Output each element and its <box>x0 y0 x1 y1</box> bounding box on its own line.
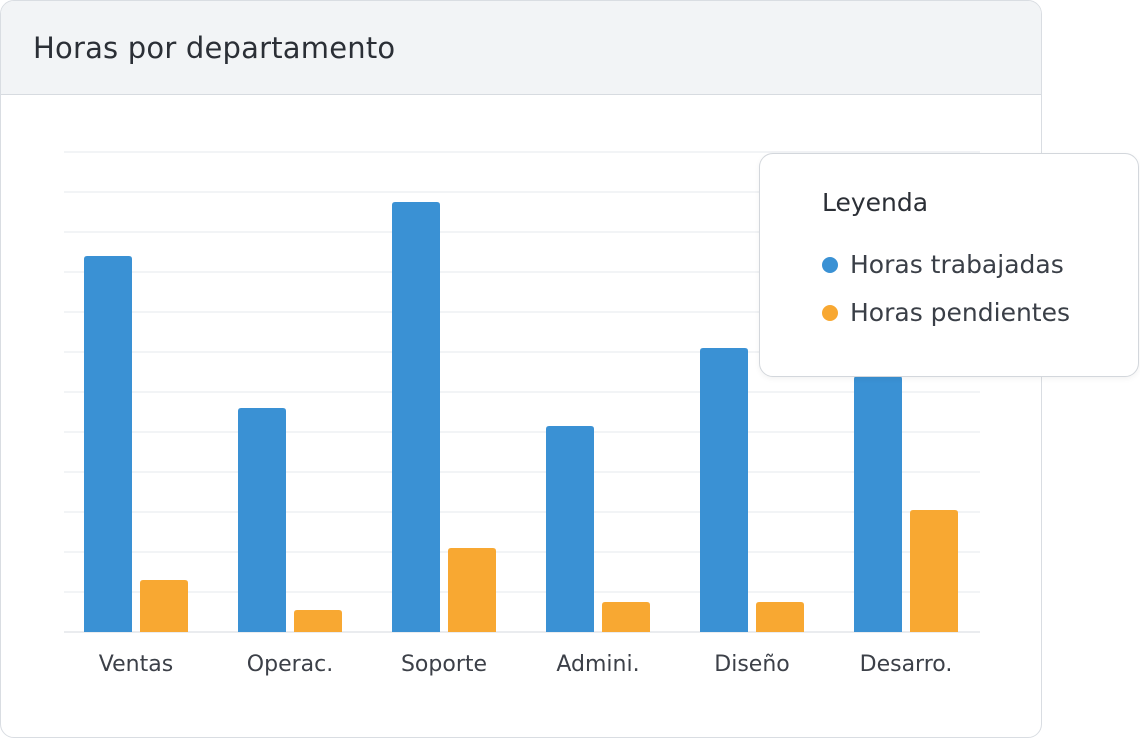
x-tick-label: Admini. <box>556 652 639 677</box>
bar-horas-pendientes <box>756 602 804 632</box>
bar-horas-pendientes <box>140 580 188 632</box>
bar-horas-pendientes <box>294 610 342 632</box>
legend-panel: Leyenda Horas trabajadas Horas pendiente… <box>759 153 1139 377</box>
bar-horas-pendientes <box>910 510 958 632</box>
bar-horas-trabajadas <box>84 256 132 632</box>
bar-horas-trabajadas <box>392 202 440 632</box>
x-tick-label: Soporte <box>401 652 487 677</box>
card-header: Horas por departamento <box>1 1 1041 95</box>
x-tick-label: Diseño <box>714 652 789 677</box>
legend-item-horas-pendientes: Horas pendientes <box>822 298 1070 327</box>
bar-horas-trabajadas <box>238 408 286 632</box>
legend-dot-icon <box>822 256 838 273</box>
bar-horas-trabajadas <box>546 426 594 632</box>
bar-horas-trabajadas <box>700 348 748 632</box>
legend-label: Horas trabajadas <box>850 250 1064 279</box>
legend-dot-icon <box>822 304 838 321</box>
chart-title: Horas por departamento <box>33 30 396 65</box>
bar-horas-pendientes <box>602 602 650 632</box>
x-tick-label: Desarro. <box>860 652 953 677</box>
bar-horas-trabajadas <box>854 376 902 632</box>
legend-item-horas-trabajadas: Horas trabajadas <box>822 250 1064 279</box>
x-tick-label: Operac. <box>247 652 333 677</box>
bar-horas-pendientes <box>448 548 496 632</box>
bar-chart: Ventas Operac. Soporte Admini. Diseño Desarro… <box>64 151 980 677</box>
x-tick-label: Ventas <box>99 652 173 677</box>
legend-label: Horas pendientes <box>850 298 1071 327</box>
legend-title: Leyenda <box>822 188 929 217</box>
